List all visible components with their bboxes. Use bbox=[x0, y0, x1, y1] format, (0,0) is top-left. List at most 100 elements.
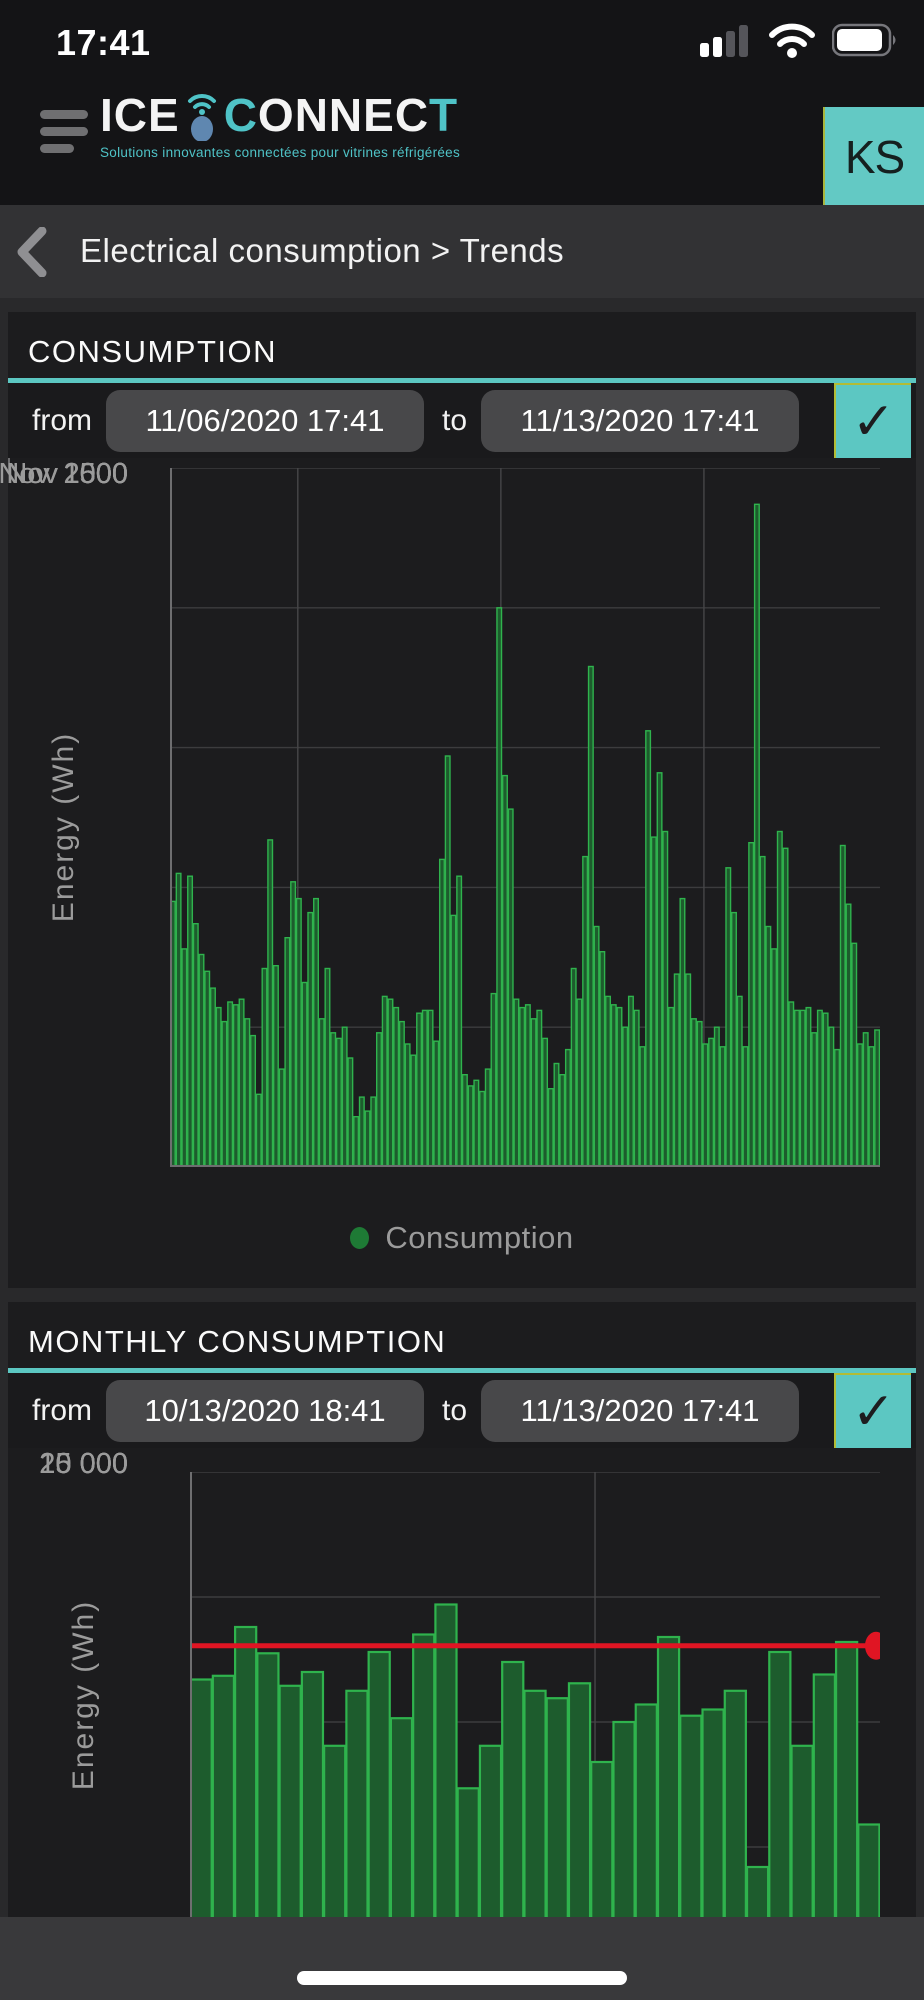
bar[interactable] bbox=[713, 1026, 720, 1167]
bar[interactable] bbox=[593, 925, 600, 1168]
bar[interactable] bbox=[204, 970, 211, 1167]
bar[interactable] bbox=[668, 1006, 675, 1167]
bar[interactable] bbox=[610, 1004, 617, 1167]
bar[interactable] bbox=[702, 1043, 709, 1167]
bar[interactable] bbox=[679, 1714, 703, 1917]
bar[interactable] bbox=[209, 987, 216, 1167]
bar[interactable] bbox=[410, 1054, 417, 1167]
bar[interactable] bbox=[701, 1708, 725, 1918]
bar[interactable] bbox=[421, 1009, 428, 1167]
bar[interactable] bbox=[874, 1029, 880, 1167]
bar[interactable] bbox=[438, 858, 445, 1167]
bar[interactable] bbox=[244, 1018, 251, 1167]
bar[interactable] bbox=[545, 1697, 569, 1917]
bar[interactable] bbox=[816, 1009, 823, 1167]
bar[interactable] bbox=[745, 1865, 770, 1917]
bar[interactable] bbox=[507, 808, 514, 1167]
bar[interactable] bbox=[238, 998, 245, 1167]
bar[interactable] bbox=[634, 1703, 658, 1918]
bar[interactable] bbox=[736, 995, 743, 1167]
bar[interactable] bbox=[467, 1085, 474, 1167]
bar[interactable] bbox=[347, 1057, 354, 1167]
bar[interactable] bbox=[496, 607, 503, 1167]
bar[interactable] bbox=[221, 1020, 228, 1167]
bar[interactable] bbox=[765, 925, 772, 1168]
bar[interactable] bbox=[490, 992, 497, 1167]
bar[interactable] bbox=[570, 967, 577, 1168]
bar[interactable] bbox=[759, 855, 766, 1167]
bar[interactable] bbox=[261, 967, 268, 1168]
bar[interactable] bbox=[768, 1650, 792, 1917]
bar[interactable] bbox=[307, 911, 314, 1167]
chart-legend[interactable]: Consumption bbox=[8, 1220, 916, 1256]
bar[interactable] bbox=[478, 1744, 503, 1917]
bar[interactable] bbox=[290, 881, 297, 1167]
bar[interactable] bbox=[461, 1074, 468, 1167]
bar[interactable] bbox=[690, 1018, 697, 1167]
bar[interactable] bbox=[513, 998, 520, 1167]
bar[interactable] bbox=[731, 911, 737, 1167]
bar[interactable] bbox=[782, 847, 789, 1167]
bar[interactable] bbox=[450, 914, 457, 1167]
bar[interactable] bbox=[387, 998, 394, 1167]
bar[interactable] bbox=[719, 1046, 726, 1167]
bar[interactable] bbox=[582, 855, 589, 1167]
from-date-input[interactable]: 11/06/2020 17:41 bbox=[106, 389, 424, 452]
bar[interactable] bbox=[564, 1048, 571, 1167]
bar[interactable] bbox=[404, 1043, 411, 1167]
bar[interactable] bbox=[650, 836, 657, 1167]
bar[interactable] bbox=[834, 1640, 859, 1917]
bar[interactable] bbox=[656, 772, 663, 1167]
bar[interactable] bbox=[284, 937, 291, 1167]
bar[interactable] bbox=[330, 1032, 337, 1167]
bar[interactable] bbox=[524, 1004, 531, 1167]
apply-range-button[interactable]: ✓ bbox=[834, 383, 911, 458]
bar[interactable] bbox=[181, 948, 188, 1167]
bar[interactable] bbox=[198, 953, 205, 1168]
bar[interactable] bbox=[547, 1088, 554, 1167]
bar[interactable] bbox=[753, 503, 760, 1167]
bar[interactable] bbox=[616, 1006, 623, 1167]
bar[interactable] bbox=[427, 1009, 434, 1167]
bar[interactable] bbox=[805, 1006, 812, 1167]
bar[interactable] bbox=[295, 897, 302, 1167]
bar[interactable] bbox=[771, 948, 778, 1167]
bar[interactable] bbox=[255, 1093, 262, 1167]
bar[interactable] bbox=[175, 872, 182, 1167]
from-date-input[interactable]: 10/13/2020 18:41 bbox=[106, 1379, 424, 1442]
bar[interactable] bbox=[685, 973, 692, 1167]
bar[interactable] bbox=[723, 1689, 747, 1917]
bar[interactable] bbox=[370, 1096, 377, 1167]
bar[interactable] bbox=[639, 1046, 646, 1167]
bar[interactable] bbox=[278, 1684, 302, 1917]
bar[interactable] bbox=[323, 1744, 347, 1917]
bar[interactable] bbox=[656, 1635, 681, 1917]
bar[interactable] bbox=[232, 1004, 239, 1167]
bar[interactable] bbox=[576, 998, 583, 1167]
bar[interactable] bbox=[215, 1006, 222, 1167]
bar[interactable] bbox=[857, 1823, 880, 1918]
bar[interactable] bbox=[227, 1001, 234, 1167]
bar[interactable] bbox=[868, 1046, 875, 1167]
bar[interactable] bbox=[811, 1032, 818, 1167]
bar[interactable] bbox=[627, 995, 634, 1167]
bar[interactable] bbox=[335, 1037, 342, 1167]
bar[interactable] bbox=[567, 1682, 592, 1917]
bar[interactable] bbox=[479, 1090, 486, 1168]
bar[interactable] bbox=[358, 1096, 365, 1167]
back-chevron-icon[interactable] bbox=[14, 227, 48, 277]
to-date-input[interactable]: 11/13/2020 17:41 bbox=[481, 1379, 800, 1442]
bar[interactable] bbox=[341, 1026, 348, 1167]
bar[interactable] bbox=[742, 1046, 749, 1167]
bar[interactable] bbox=[324, 967, 331, 1168]
bar[interactable] bbox=[856, 1043, 863, 1167]
bar[interactable] bbox=[364, 1110, 371, 1167]
bar[interactable] bbox=[645, 730, 652, 1167]
bar[interactable] bbox=[788, 1001, 795, 1167]
bar[interactable] bbox=[313, 897, 320, 1167]
bar[interactable] bbox=[622, 1026, 629, 1167]
bar[interactable] bbox=[679, 897, 686, 1167]
bar[interactable] bbox=[456, 875, 463, 1167]
bar[interactable] bbox=[300, 1670, 325, 1917]
bar[interactable] bbox=[192, 923, 199, 1167]
